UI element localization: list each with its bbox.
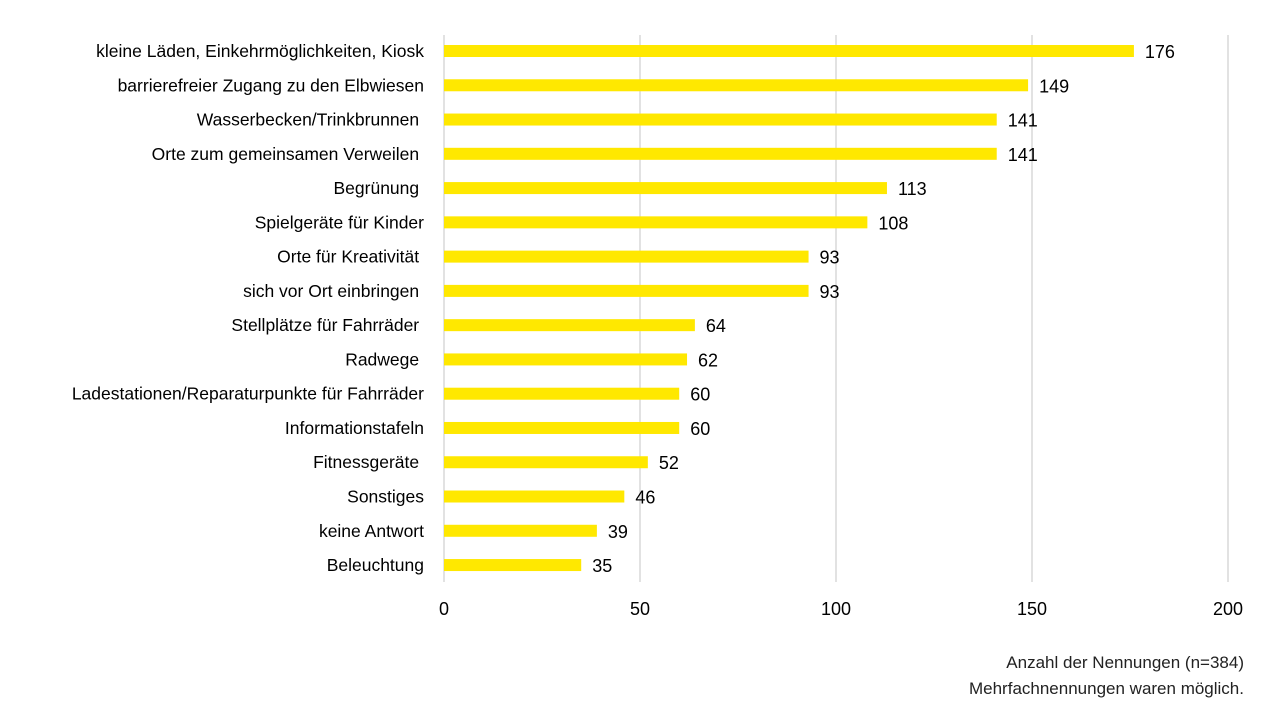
category-label: barrierefreier Zugang zu den Elbwiesen bbox=[118, 75, 424, 95]
note-count: Anzahl der Nennungen (n=384) bbox=[1006, 653, 1244, 672]
bar bbox=[444, 79, 1029, 92]
bar bbox=[444, 524, 597, 537]
data-label: 141 bbox=[1008, 145, 1038, 165]
data-label: 176 bbox=[1145, 42, 1175, 62]
data-label: 93 bbox=[820, 282, 840, 302]
data-label: 46 bbox=[635, 488, 655, 508]
x-tick-label: 50 bbox=[630, 599, 650, 619]
bar bbox=[444, 456, 648, 469]
category-label: Stellplätze für Fahrräder bbox=[231, 315, 424, 335]
category-label: Radwege bbox=[345, 349, 424, 369]
category-label: Wasserbecken/Trinkbrunnen bbox=[197, 110, 424, 130]
data-label: 39 bbox=[608, 522, 628, 542]
x-tick-label: 100 bbox=[821, 599, 851, 619]
category-label: sich vor Ort einbringen bbox=[243, 281, 424, 301]
category-label: Orte für Kreativität bbox=[277, 247, 424, 267]
bar bbox=[444, 319, 695, 332]
bar bbox=[444, 250, 809, 263]
bar bbox=[444, 284, 809, 297]
data-label: 60 bbox=[690, 385, 710, 405]
bar bbox=[444, 216, 868, 229]
bar bbox=[444, 387, 680, 400]
x-tick-label: 150 bbox=[1017, 599, 1047, 619]
note-multiple: Mehrfachnennungen waren möglich. bbox=[968, 679, 1244, 698]
bar bbox=[444, 559, 582, 572]
category-label: Ladestationen/Reparaturpunkte für Fahrrä… bbox=[72, 384, 424, 404]
category-label: Orte zum gemeinsamen Verweilen bbox=[152, 144, 424, 164]
data-label: 64 bbox=[706, 316, 726, 336]
bar bbox=[444, 113, 997, 126]
x-tick-label: 0 bbox=[439, 599, 449, 619]
bar bbox=[444, 490, 625, 503]
bar bbox=[444, 182, 887, 195]
data-label: 113 bbox=[898, 179, 927, 199]
data-label: 108 bbox=[878, 213, 908, 233]
category-label: Fitnessgeräte bbox=[313, 452, 424, 472]
category-label: kleine Läden, Einkehrmöglichkeiten, Kios… bbox=[96, 41, 424, 61]
data-label: 93 bbox=[820, 248, 840, 268]
category-label: Begrünung bbox=[334, 178, 425, 198]
data-label: 141 bbox=[1008, 111, 1038, 131]
data-label: 149 bbox=[1039, 76, 1069, 96]
data-label: 52 bbox=[659, 453, 679, 473]
data-label: 62 bbox=[698, 350, 718, 370]
data-label: 60 bbox=[690, 419, 710, 439]
x-tick-label: 200 bbox=[1213, 599, 1243, 619]
category-label: Sonstiges bbox=[347, 487, 424, 507]
category-label: Beleuchtung bbox=[327, 555, 424, 575]
category-label: Informationstafeln bbox=[285, 418, 424, 438]
data-label: 35 bbox=[592, 556, 612, 576]
category-label: Spielgeräte für Kinder bbox=[255, 212, 424, 232]
bar bbox=[444, 421, 680, 434]
category-label: keine Antwort bbox=[319, 521, 424, 541]
bar bbox=[444, 353, 688, 366]
bar bbox=[444, 45, 1134, 57]
bar bbox=[444, 147, 997, 160]
